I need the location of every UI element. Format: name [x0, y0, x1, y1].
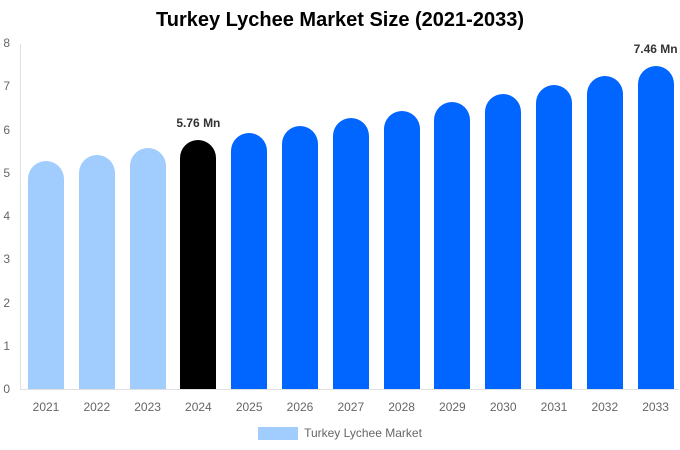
y-tick-label: 4	[3, 209, 10, 223]
y-tick-label: 1	[3, 338, 10, 353]
bar-2025[interactable]	[231, 132, 268, 389]
y-tick-label: 3	[3, 252, 10, 267]
x-tick-label: 2029	[439, 400, 466, 414]
data-label-2033: 7.46 Mn	[633, 42, 678, 57]
y-tick-label: 2	[3, 295, 10, 310]
bar-2026[interactable]	[282, 126, 318, 389]
x-tick-label: 2030	[489, 400, 517, 414]
chart-title: Turkey Lychee Market Size (2021-2033)	[156, 9, 524, 31]
bar-2029[interactable]	[434, 101, 471, 389]
x-tick-label: 2031	[540, 400, 568, 414]
y-axis-line	[20, 44, 21, 389]
legend: Turkey Lychee Market	[0, 426, 680, 440]
x-tick-label: 2022	[83, 400, 111, 414]
data-label-2024: 5.76 Mn	[176, 115, 221, 130]
bar-2032[interactable]	[586, 75, 623, 389]
bar-2028[interactable]	[383, 110, 420, 389]
x-tick-label: 2028	[388, 400, 415, 414]
x-tick-label: 2026	[286, 400, 314, 414]
bar-2024[interactable]	[180, 139, 217, 389]
x-tick-label: 2033	[642, 400, 669, 414]
y-tick-label: 7	[3, 79, 10, 94]
bar-2021[interactable]	[28, 161, 64, 389]
x-tick-label: 2027	[337, 400, 365, 414]
bar-2031[interactable]	[536, 84, 572, 389]
legend-swatch	[258, 426, 299, 440]
x-tick-label: 2032	[591, 400, 619, 414]
legend-label: Turkey Lychee Market	[304, 426, 422, 440]
y-tick-label: 0	[3, 382, 10, 396]
bar-2022[interactable]	[78, 154, 115, 389]
bar-2023[interactable]	[129, 147, 166, 389]
bar-2033[interactable]	[637, 66, 674, 389]
x-tick-label: 2023	[134, 400, 161, 414]
x-tick-label: 2025	[235, 400, 263, 414]
y-tick-label: 5	[3, 165, 10, 180]
x-tick-label: 2021	[32, 400, 60, 414]
x-tick-label: 2024	[185, 400, 212, 414]
bar-2027[interactable]	[332, 117, 369, 389]
bar-2030[interactable]	[485, 94, 522, 389]
y-tick-label: 6	[3, 122, 10, 137]
y-tick-label: 8	[3, 36, 10, 50]
x-axis-line	[20, 389, 679, 390]
